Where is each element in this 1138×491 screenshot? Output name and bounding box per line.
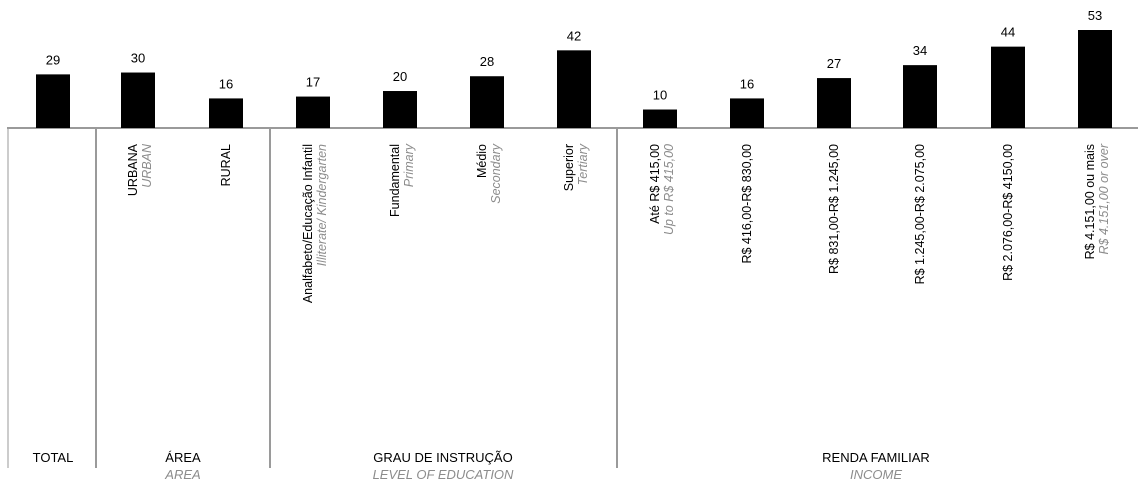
- bar-4: [383, 91, 417, 128]
- value-label-3: 17: [306, 75, 320, 90]
- bar-1: [121, 72, 155, 128]
- value-label-5: 28: [480, 54, 494, 69]
- value-label-10: 34: [913, 43, 927, 58]
- category-label-en-12: R$ 4.151,00 or over: [1097, 143, 1111, 254]
- value-label-8: 16: [740, 76, 754, 91]
- bar-10: [903, 65, 937, 128]
- category-label-en-5: Secondary: [489, 143, 503, 204]
- category-label-2: RURAL: [219, 144, 233, 186]
- bar-0: [36, 74, 70, 128]
- bar-11: [991, 46, 1025, 128]
- group-label-en-1: AREA: [164, 467, 200, 482]
- group-label-0: TOTAL: [33, 450, 74, 465]
- value-label-4: 20: [393, 69, 407, 84]
- value-label-1: 30: [131, 51, 145, 66]
- category-label-en-1: URBAN: [140, 143, 154, 188]
- value-label-2: 16: [219, 76, 233, 91]
- value-label-0: 29: [46, 52, 60, 67]
- category-label-6: Superior: [562, 144, 576, 191]
- category-label-5: Médio: [475, 144, 489, 178]
- value-label-11: 44: [1001, 25, 1015, 40]
- category-label-en-7: Up to R$ 415,00: [662, 144, 676, 235]
- group-label-2: GRAU DE INSTRUÇÃO: [373, 450, 512, 465]
- group-label-3: RENDA FAMILIAR: [822, 450, 930, 465]
- group-label-en-3: INCOME: [850, 467, 902, 482]
- category-label-10: R$ 1.245,00-R$ 2.075,00: [913, 144, 927, 284]
- group-label-en-2: LEVEL OF EDUCATION: [373, 467, 514, 482]
- value-label-7: 10: [653, 88, 667, 103]
- bar-3: [296, 96, 330, 128]
- bar-9: [817, 78, 851, 128]
- category-label-3: Analfabeto/Educação Infantil: [301, 144, 315, 303]
- category-label-en-4: Primary: [402, 143, 416, 187]
- value-label-6: 42: [567, 28, 581, 43]
- category-label-11: R$ 2.076,00-R$ 4150,00: [1001, 144, 1015, 281]
- category-label-1: URBANA: [126, 143, 140, 196]
- category-label-8: R$ 416,00-R$ 830,00: [740, 144, 754, 264]
- bar-8: [730, 98, 764, 128]
- category-label-en-6: Tertiary: [576, 143, 590, 185]
- bar-12: [1078, 30, 1112, 128]
- bar-5: [470, 76, 504, 128]
- value-label-9: 27: [827, 56, 841, 71]
- category-label-7: Até R$ 415,00: [648, 144, 662, 224]
- bar-2: [209, 98, 243, 128]
- category-label-4: Fundamental: [388, 144, 402, 217]
- bar-6: [557, 50, 591, 128]
- category-label-12: R$ 4.151,00 ou mais: [1083, 144, 1097, 259]
- value-label-12: 53: [1088, 8, 1102, 23]
- group-label-1: ÁREA: [165, 450, 201, 465]
- category-label-en-3: Illiterate/ Kindergarten: [315, 144, 329, 266]
- bar-7: [643, 109, 677, 128]
- category-label-9: R$ 831,00-R$ 1.245,00: [827, 144, 841, 274]
